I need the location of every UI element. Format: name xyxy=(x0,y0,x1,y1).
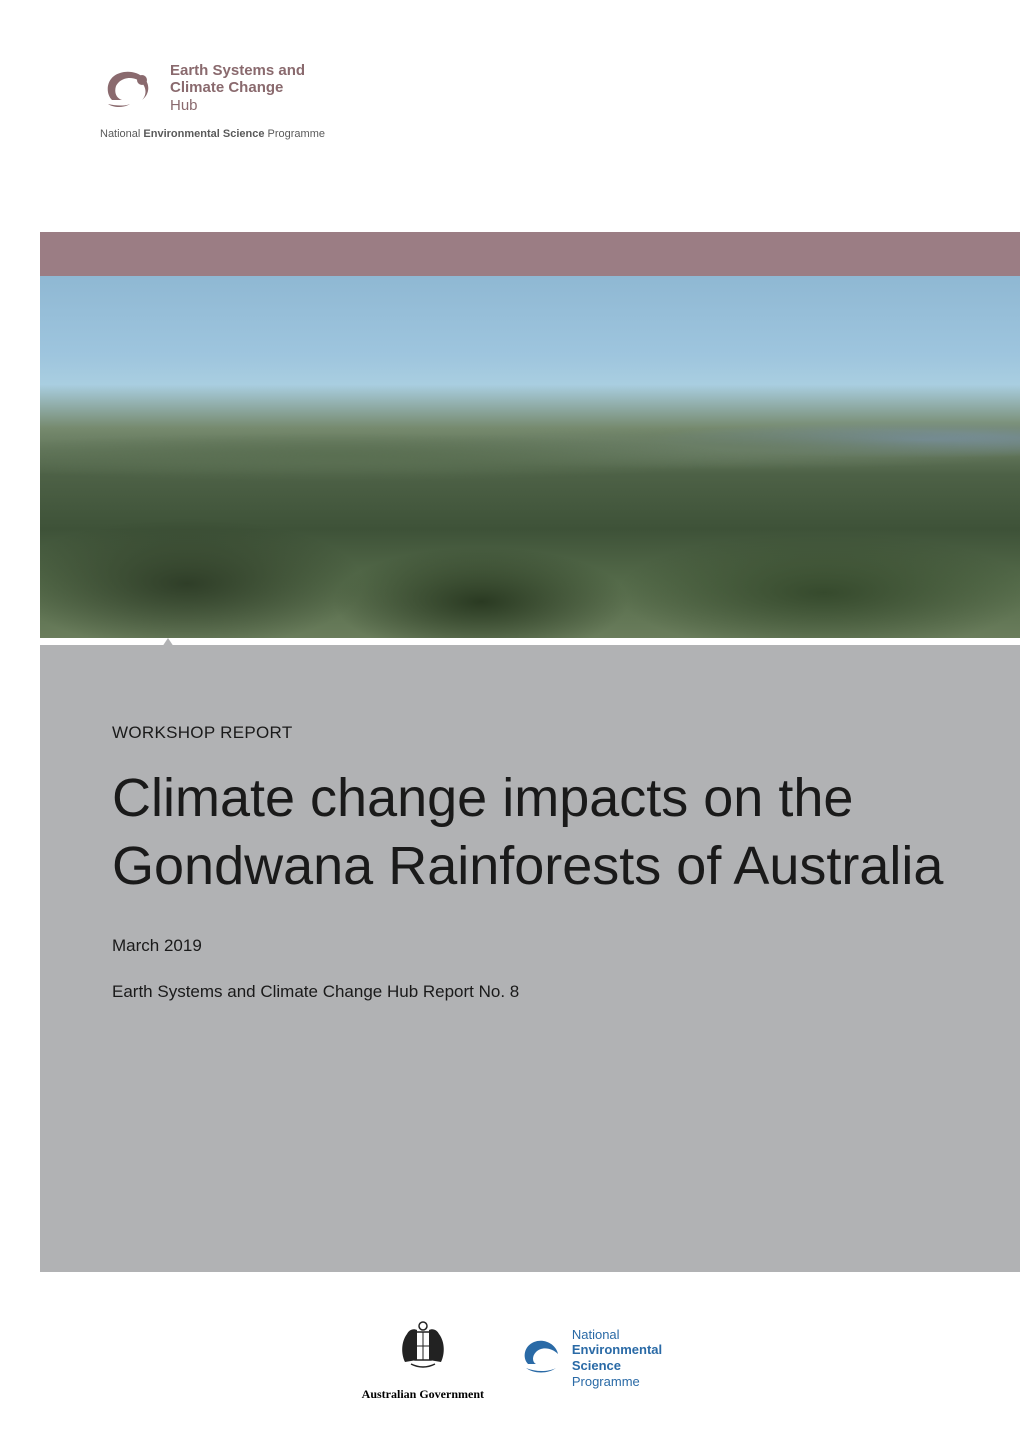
hub-tagline-bold: Environmental Science xyxy=(143,128,264,140)
report-series: Earth Systems and Climate Change Hub Rep… xyxy=(112,982,948,1002)
australian-government-logo: Australian Government xyxy=(358,1314,488,1402)
report-type: WORKSHOP REPORT xyxy=(112,723,948,743)
hero-accent-bar xyxy=(40,232,1020,276)
hub-logo-line1: Earth Systems and xyxy=(170,62,305,79)
hero-image xyxy=(40,276,1020,638)
hub-logo-line2: Climate Change xyxy=(170,79,305,96)
page: Earth Systems and Climate Change Hub Nat… xyxy=(0,0,1020,1442)
hub-tagline-suffix: Programme xyxy=(264,128,325,140)
nesp-line1: National xyxy=(572,1327,662,1343)
report-date: March 2019 xyxy=(112,936,948,956)
hub-logo: Earth Systems and Climate Change Hub xyxy=(100,62,380,114)
nesp-mark-icon xyxy=(518,1334,562,1383)
australian-government-text: Australian Government xyxy=(362,1387,484,1402)
footer-logos: Australian Government National Environme… xyxy=(0,1314,1020,1402)
nesp-footer-text: National Environmental Science Programme xyxy=(572,1327,662,1389)
nesp-footer-logo: National Environmental Science Programme xyxy=(518,1327,662,1389)
title-pointer-icon xyxy=(152,638,184,662)
hub-logo-block: Earth Systems and Climate Change Hub Nat… xyxy=(100,62,380,140)
hub-tagline-prefix: National xyxy=(100,128,143,140)
hub-logo-line3: Hub xyxy=(170,97,305,114)
nesp-line3: Science xyxy=(572,1358,662,1374)
hub-tagline: National Environmental Science Programme xyxy=(100,128,380,140)
nesp-line4: Programme xyxy=(572,1374,662,1390)
hub-logo-mark-icon xyxy=(100,64,156,112)
nesp-line2: Environmental xyxy=(572,1342,662,1358)
hub-logo-text: Earth Systems and Climate Change Hub xyxy=(170,62,305,114)
main-title: Climate change impacts on the Gondwana R… xyxy=(112,765,948,900)
title-block: WORKSHOP REPORT Climate change impacts o… xyxy=(40,645,1020,1272)
coat-of-arms-icon xyxy=(391,1314,455,1383)
